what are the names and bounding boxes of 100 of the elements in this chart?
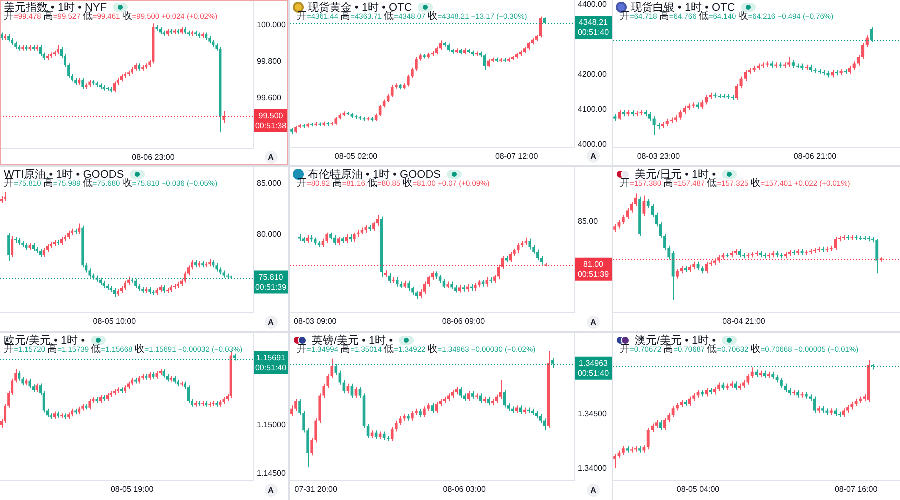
y-tick-label: 80.000 (257, 230, 282, 240)
candlestick (622, 214, 625, 226)
candlestick (39, 44, 42, 57)
candlestick (866, 35, 869, 48)
candlestick (870, 26, 874, 43)
candlestick (18, 370, 21, 382)
x-tick-label: 08-03 23:00 (637, 152, 681, 162)
candlestick (652, 116, 656, 136)
candlestick (517, 242, 520, 254)
y-tick-label: 4200.00 (578, 70, 608, 80)
text: 85.00 (578, 217, 599, 226)
candlestick (672, 406, 675, 418)
candlestick (346, 383, 350, 394)
ref-line-label: 1.34963 00:51:40 (578, 359, 610, 378)
candlestick (390, 84, 394, 98)
candlestick (750, 367, 754, 379)
x-tick-label: 08-06 03:00 (443, 485, 487, 494)
candlestick (552, 358, 554, 369)
x-tick-label: 08-07 16:00 (834, 485, 878, 494)
candlestick (528, 238, 532, 250)
y-tick-label: 100.000 (257, 20, 286, 30)
candlestick (411, 67, 414, 79)
candlestick (509, 252, 512, 263)
candlestick (188, 385, 190, 404)
candlestick (642, 195, 646, 217)
candlestick (350, 383, 354, 398)
x-tick-label: 08-05 19:00 (110, 485, 154, 494)
candlestick (78, 223, 81, 234)
y-tick-label: 99.800 (257, 56, 282, 66)
candlestick (536, 249, 540, 262)
candlestick (486, 277, 489, 288)
y-tick-label: 1.34000 (578, 464, 608, 473)
candlestick (614, 453, 617, 469)
candlestick (543, 418, 546, 432)
candlestick (388, 272, 391, 284)
candlestick (372, 221, 376, 232)
candlestick (396, 277, 399, 288)
candlestick (676, 268, 679, 280)
candlestick (4, 192, 7, 202)
candlestick (82, 78, 84, 90)
candlestick (876, 238, 879, 274)
candlestick (134, 278, 138, 289)
candlestick (334, 234, 336, 246)
candlestick (407, 74, 410, 88)
candlestick (740, 76, 743, 90)
round-button: A (264, 484, 278, 497)
candlestick (705, 261, 708, 274)
y-tick-label: 85.000 (257, 179, 282, 188)
candlestick (688, 396, 692, 407)
x-tick-label: 08-05 02:00 (334, 152, 378, 162)
ref-line-label: 1.15691 00:51:40 (255, 354, 288, 373)
candlestick (390, 426, 394, 442)
candlestick (431, 402, 434, 414)
round-button: A (587, 316, 600, 328)
x-tick-label: 08-06 09:00 (442, 317, 486, 326)
candlestick (442, 278, 446, 290)
candlestick (184, 271, 186, 284)
y-tick-label: 1.15000 (257, 420, 286, 430)
candlestick (353, 232, 356, 243)
candlestick (704, 94, 708, 106)
x-tick-label: 08-06 21:00 (794, 152, 838, 162)
candlestick (342, 380, 346, 394)
x-tick-label: 08-07 12:00 (495, 152, 539, 162)
candlestick (499, 380, 502, 400)
candlestick (415, 56, 418, 72)
candlestick (42, 248, 46, 258)
candlestick (423, 281, 426, 295)
candlestick (672, 250, 675, 301)
candlestick (735, 84, 738, 101)
round-button: A (264, 316, 278, 328)
candlestick (394, 420, 398, 432)
candlestick (113, 81, 116, 94)
x-tick-label: 08-05 10:00 (93, 317, 137, 326)
ref-line-label: 75.810 00:51:39 (255, 272, 288, 292)
y-tick-label: 1.34500 (578, 409, 608, 418)
x-tick-label: 08-06 23:00 (132, 153, 176, 162)
candlestick (11, 236, 14, 258)
candlestick (88, 398, 92, 410)
y-tick-label: 99.600 (257, 93, 282, 102)
candlestick (618, 110, 622, 120)
candlestick (626, 208, 630, 220)
x-tick-label: 08-04 21:00 (722, 317, 766, 326)
round-button: A (587, 484, 600, 497)
candlestick (435, 402, 438, 414)
x-tick-label: 07-31 20:00 (294, 485, 338, 494)
ref-line-label: 99.500 00:51:38 (255, 111, 288, 130)
candlestick (664, 418, 666, 431)
candlestick (539, 16, 542, 38)
x-tick-label: 08-03 09:00 (294, 317, 338, 326)
candlestick (439, 40, 442, 51)
candlestick (646, 428, 650, 450)
candlestick (8, 232, 10, 262)
candlestick (646, 198, 650, 210)
candlestick (659, 420, 662, 431)
candlestick (467, 390, 470, 402)
x-tick-label: 08-05 04:00 (676, 485, 720, 494)
candlestick (744, 70, 748, 82)
candlestick (788, 56, 791, 68)
y-tick-label: 4400.00 (578, 0, 608, 10)
ref-line-label: 81.00 00:51:39 (578, 260, 610, 280)
